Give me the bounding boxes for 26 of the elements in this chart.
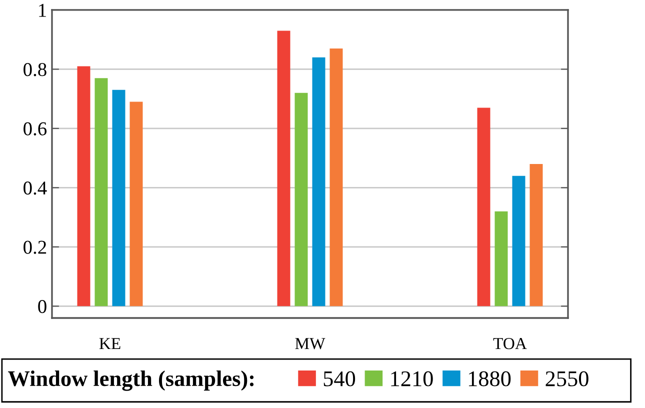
bar: [494, 211, 508, 306]
x-tick-label: TOA: [493, 338, 527, 350]
y-tick-label: 0: [38, 300, 46, 314]
bar: [94, 78, 108, 306]
bar: [330, 48, 343, 306]
y-tick-label: 0.6: [24, 122, 47, 136]
bar: [477, 108, 490, 306]
bar: [277, 30, 290, 306]
y-tick-label: 1: [39, 4, 46, 17]
bar: [312, 57, 326, 306]
bar: [530, 164, 543, 306]
x-tick-label: KE: [99, 338, 120, 350]
y-tick-label: 0.2: [24, 240, 46, 254]
bar: [77, 66, 90, 306]
x-tick-label: MW: [295, 338, 326, 350]
legend-title: Window length (samples):: [8, 370, 254, 391]
legend-label: 2550: [546, 371, 588, 386]
bar: [112, 90, 126, 306]
legend-label: 1210: [391, 371, 433, 386]
y-tick-label: 0.4: [24, 181, 47, 195]
bar: [512, 176, 526, 306]
legend-label: 540: [324, 371, 356, 386]
bar: [130, 102, 143, 306]
legend-label: 1880: [468, 371, 511, 386]
bar: [294, 92, 308, 306]
y-tick-label: 0.8: [24, 63, 46, 76]
